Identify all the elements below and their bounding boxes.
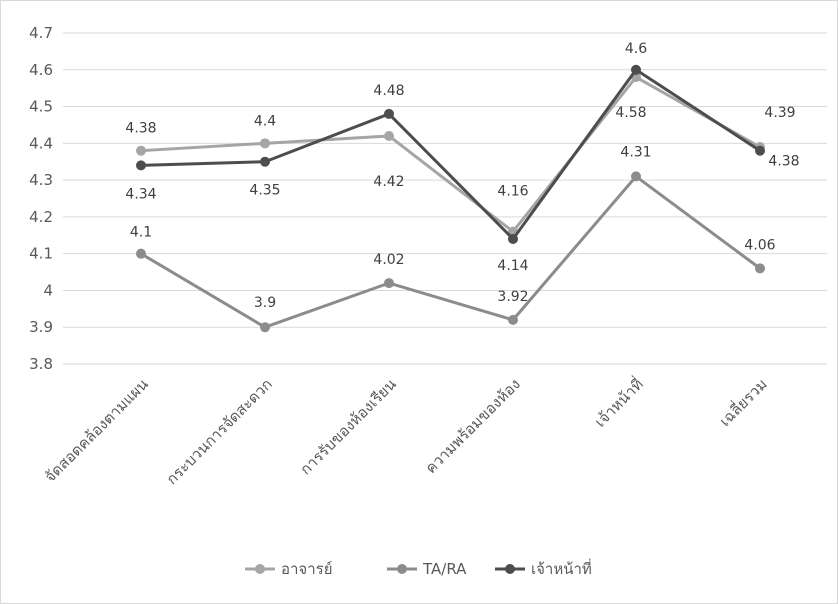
legend-entry-label: TA/RA — [422, 560, 467, 578]
y-tick-label: 4 — [43, 281, 53, 299]
legend-swatch-marker — [397, 564, 407, 574]
y-axis-ticks: 3.8 3.9 4 4.1 4.2 4.3 4.4 4.5 4.6 4.7 — [29, 24, 53, 373]
data-point — [260, 156, 270, 167]
x-category-label: ความพร้อมของห้อง — [422, 375, 524, 477]
x-category-label: จัดสอดคล้องตามแผน — [41, 375, 152, 486]
x-category-label: เจ้าหน้าที่ — [590, 374, 647, 431]
x-category-label: กระบวนการจัดสะดวก — [163, 375, 276, 488]
legend: อาจารย์ TA/RA เจ้าหน้าที่ — [245, 558, 592, 578]
data-point — [384, 278, 394, 289]
data-point — [384, 108, 394, 119]
data-label: 4.39 — [764, 105, 795, 121]
data-label: 4.02 — [373, 252, 404, 268]
data-point — [508, 233, 518, 244]
series-line-2 — [140, 68, 761, 241]
data-point — [136, 248, 146, 259]
data-label: 4.16 — [497, 184, 528, 200]
series-line-0 — [140, 75, 761, 234]
data-label: 4.14 — [497, 258, 528, 274]
data-label: 4.48 — [373, 83, 404, 99]
data-point — [136, 160, 146, 171]
y-tick-label: 3.8 — [29, 355, 53, 373]
data-point — [755, 263, 765, 274]
data-point — [755, 145, 765, 156]
y-tick-label: 4.2 — [29, 208, 53, 226]
data-label: 4.6 — [625, 41, 647, 57]
x-axis-categories: จัดสอดคล้องตามแผน กระบวนการจัดสะดวก การรับ… — [41, 374, 771, 489]
data-label: 4.58 — [615, 105, 646, 121]
data-labels: 4.38 4.4 4.42 4.16 4.58 4.39 4.1 3.9 4.02 3.92 4.3… — [125, 41, 799, 311]
data-point — [260, 138, 270, 149]
data-label: 4.38 — [768, 154, 799, 170]
data-label: 4.06 — [744, 237, 775, 253]
data-point — [260, 322, 270, 333]
data-label: 3.9 — [254, 295, 276, 311]
data-label: 4.31 — [620, 144, 651, 160]
series-line-1 — [140, 174, 761, 329]
y-tick-label: 4.7 — [29, 24, 53, 42]
legend-entry-label: อาจารย์ — [281, 560, 333, 578]
series-lines — [136, 64, 765, 333]
legend-swatch-marker — [255, 564, 265, 574]
data-point — [631, 64, 641, 75]
y-tick-label: 4.3 — [29, 171, 53, 189]
data-point — [508, 314, 518, 325]
y-tick-label: 4.5 — [29, 98, 53, 116]
data-point — [136, 145, 146, 156]
x-category-label: เฉลี่ยรวม — [714, 374, 770, 430]
data-point — [384, 130, 394, 141]
data-label: 4.38 — [125, 121, 156, 137]
data-label: 4.1 — [130, 225, 152, 241]
y-tick-label: 4.6 — [29, 61, 53, 79]
data-label: 3.92 — [497, 289, 528, 305]
y-tick-label: 4.4 — [29, 134, 53, 152]
data-label: 4.35 — [249, 183, 280, 199]
data-label: 4.4 — [254, 113, 276, 129]
legend-entry-label: เจ้าหน้าที่ — [531, 558, 592, 578]
x-category-label: การรับของห้องเรียน — [296, 375, 399, 478]
data-label: 4.42 — [373, 174, 404, 190]
data-label: 4.34 — [125, 186, 156, 202]
y-tick-label: 4.1 — [29, 245, 53, 263]
legend-swatch-marker — [505, 564, 515, 574]
y-tick-label: 3.9 — [29, 318, 53, 336]
gridlines — [63, 32, 827, 365]
data-point — [631, 171, 641, 182]
